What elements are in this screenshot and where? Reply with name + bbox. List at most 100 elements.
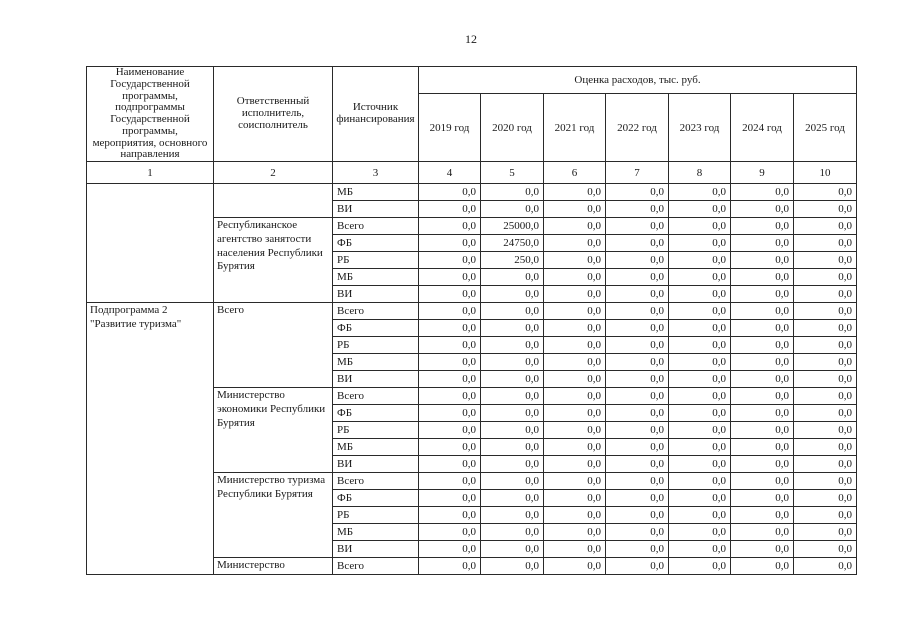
value-cell: 0,0 [730,455,794,474]
column-number: 9 [730,161,794,185]
column-number: 5 [480,161,544,185]
value-cell: 0,0 [605,183,669,202]
value-cell: 0,0 [543,421,606,440]
value-cell: 0,0 [792,506,858,525]
value-cell: 0,0 [668,336,731,355]
value-cell: 0,0 [543,353,606,372]
value-cell: 0,0 [668,200,731,219]
value-cell: 0,0 [605,387,669,406]
value-cell: 0,0 [605,438,669,457]
value-cell: 0,0 [668,370,731,389]
col-header-expenses-estimate: Оценка расходов, тыс. руб. [417,65,858,95]
value-cell: 0,0 [605,370,669,389]
value-cell: 0,0 [668,438,731,457]
header-row-top: Наименование Государственной программы, … [86,65,858,163]
value-cell: 0,0 [480,387,544,406]
value-cell: 0,0 [418,183,481,202]
value-cell: 0,0 [543,472,606,491]
value-cell: 0,0 [543,319,606,338]
value-cell: 0,0 [792,285,858,304]
funding-source-cell: ВИ [332,540,419,559]
funding-source-cell: ВИ [332,285,419,304]
value-cell: 0,0 [730,540,794,559]
value-cell: 0,0 [605,353,669,372]
value-cell: 0,0 [480,302,544,321]
value-cell: 0,0 [480,506,544,525]
value-cell: 0,0 [730,200,794,219]
value-cell: 0,0 [543,557,606,576]
value-cell: 0,0 [605,506,669,525]
value-cell: 0,0 [480,421,544,440]
table-body: МБ 0,0 0,0 0,0 0,0 0,0 0,0 0,0 ВИ 0,0 0,0 0,0 0,0 0,0… [86,183,858,576]
funding-source-cell: Всего [332,217,419,236]
value-cell: 0,0 [730,251,794,270]
value-cell: 0,0 [668,540,731,559]
value-cell: 0,0 [480,183,544,202]
value-cell: 0,0 [668,421,731,440]
funding-source-cell: Всего [332,302,419,321]
value-cell: 0,0 [605,302,669,321]
executor-cell [213,183,333,219]
value-cell: 0,0 [730,370,794,389]
funding-source-cell: ФБ [332,319,419,338]
funding-source-cell: МБ [332,523,419,542]
value-cell: 24750,0 [480,234,544,253]
value-cell: 0,0 [418,285,481,304]
value-cell: 0,0 [480,353,544,372]
funding-source-cell: МБ [332,353,419,372]
value-cell: 0,0 [543,370,606,389]
table-row: Подпрограмма 2 "Развитие туризма" Всего Вс… [86,302,858,576]
funding-source-cell: МБ [332,268,419,287]
program-name-cell: Подпрограмма 2 "Развитие туризма" [86,302,214,576]
value-cell: 0,0 [605,523,669,542]
value-cell: 0,0 [480,557,544,576]
value-cell: 0,0 [668,234,731,253]
col-header-year-2020: 2020 год [480,93,544,163]
value-cell: 0,0 [480,540,544,559]
value-cell: 0,0 [792,404,858,423]
value-cell: 0,0 [730,506,794,525]
funding-source-cell: ФБ [332,404,419,423]
value-cell: 0,0 [605,268,669,287]
value-cell: 0,0 [730,234,794,253]
column-number: 1 [86,161,214,185]
funding-source-cell: ВИ [332,455,419,474]
value-cell: 0,0 [730,489,794,508]
value-cell: 0,0 [480,455,544,474]
value-cell: 0,0 [668,217,731,236]
value-cell: 0,0 [792,183,858,202]
table-row: Министерство туризма Республики Бурятия В… [87,472,858,559]
value-cell: 0,0 [730,183,794,202]
value-cell: 0,0 [418,251,481,270]
funding-source-cell: ФБ [332,234,419,253]
value-cell: 0,0 [730,404,794,423]
value-cell: 0,0 [418,455,481,474]
value-cell: 0,0 [543,540,606,559]
value-cell: 0,0 [792,217,858,236]
col-header-year-2023: 2023 год [668,93,731,163]
table-row: РБ 0,0 0,0 0,0 0,0 0,0 0,0 0,0 [87,506,858,525]
value-cell: 0,0 [668,183,731,202]
value-cell: 0,0 [480,200,544,219]
value-cell: 0,0 [480,404,544,423]
value-cell: 0,0 [605,404,669,423]
funding-source-cell: РБ [332,506,419,525]
value-cell: 0,0 [418,404,481,423]
value-cell: 0,0 [605,336,669,355]
value-cell: 0,0 [480,523,544,542]
value-cell: 0,0 [792,302,858,321]
value-cell: 0,0 [605,200,669,219]
value-cell: 0,0 [418,421,481,440]
value-cell: 0,0 [543,523,606,542]
value-cell: 0,0 [418,540,481,559]
funding-source-cell: Всего [332,387,419,406]
value-cell: 0,0 [418,387,481,406]
value-cell: 0,0 [730,472,794,491]
value-cell: 0,0 [668,523,731,542]
value-cell: 0,0 [668,285,731,304]
value-cell: 0,0 [543,234,606,253]
funding-source-cell: МБ [332,183,419,202]
value-cell: 0,0 [792,200,858,219]
value-cell: 0,0 [792,319,858,338]
table-row: ВИ 0,0 0,0 0,0 0,0 0,0 0,0 0,0 [87,200,858,219]
